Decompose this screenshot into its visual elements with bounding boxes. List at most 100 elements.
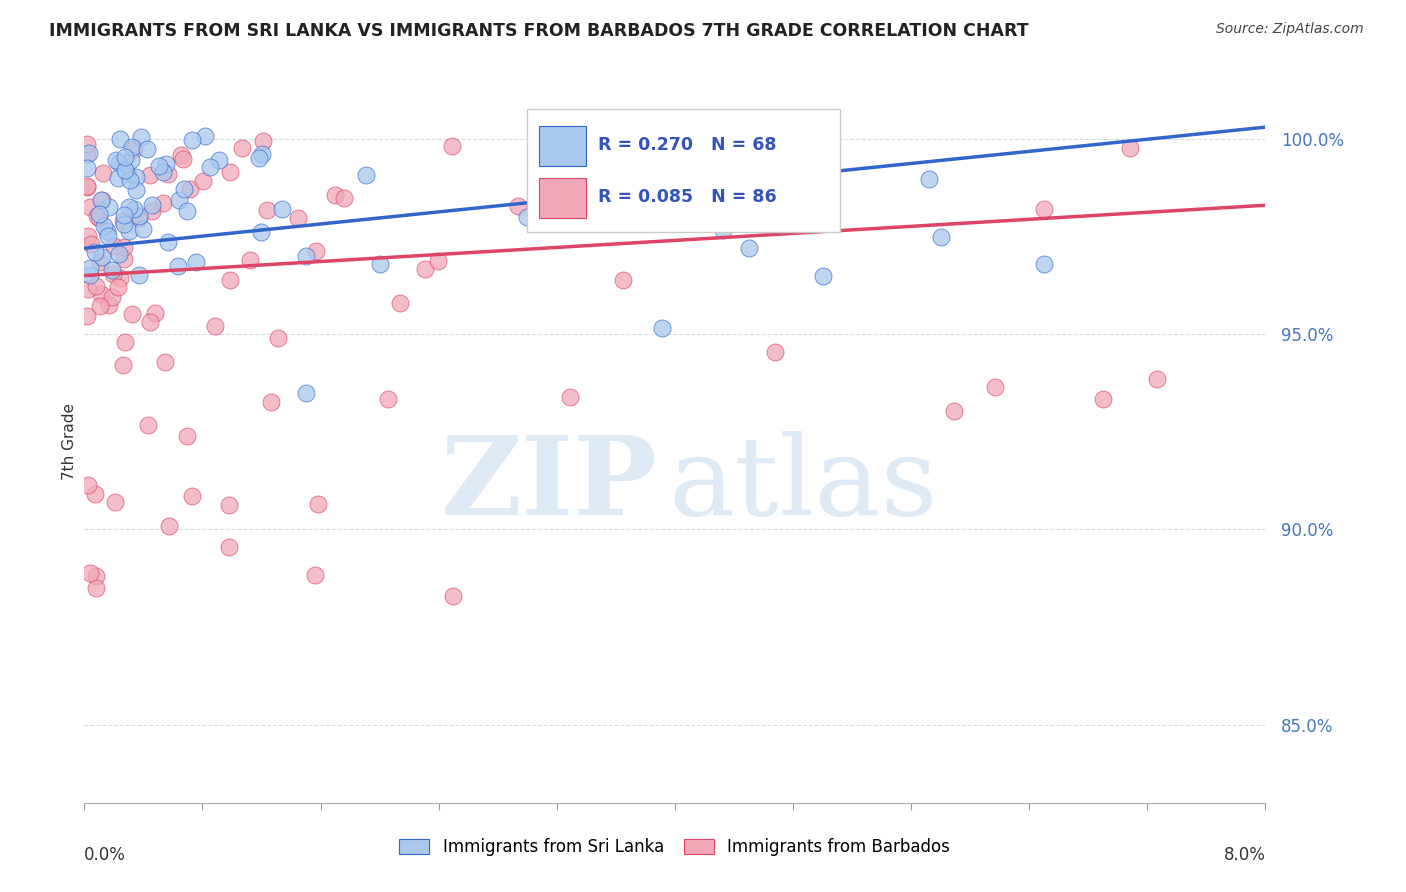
Point [333, 191, 356, 205]
Point [108, 271, 131, 285]
Point [132, 221, 155, 235]
Point [219, 273, 242, 287]
Point [713, 223, 735, 237]
Point [218, 498, 240, 512]
Point [76, 309, 98, 323]
Point [112, 213, 135, 227]
Point [578, 174, 600, 188]
Y-axis label: 7th Grade: 7th Grade [62, 403, 77, 480]
Point [79, 260, 101, 275]
Point [124, 183, 146, 197]
Point [105, 153, 128, 168]
Point [427, 253, 450, 268]
FancyBboxPatch shape [538, 126, 586, 166]
Point [157, 235, 180, 249]
Point [152, 165, 174, 179]
Point [90, 193, 112, 207]
Point [198, 160, 221, 174]
Text: R = 0.085   N = 86: R = 0.085 N = 86 [598, 188, 776, 206]
Point [984, 379, 1007, 393]
Point [294, 249, 316, 263]
Point [167, 193, 190, 207]
Point [440, 138, 463, 153]
Point [118, 173, 141, 187]
Point [155, 156, 177, 170]
Point [79, 200, 101, 214]
Point [111, 359, 134, 373]
Point [508, 199, 530, 213]
Point [157, 518, 180, 533]
Point [108, 132, 131, 146]
Point [148, 159, 170, 173]
Point [139, 315, 162, 329]
Point [153, 355, 176, 369]
Point [121, 140, 143, 154]
Point [929, 229, 952, 244]
Point [516, 210, 538, 224]
Point [136, 142, 159, 156]
Point [558, 391, 581, 405]
Point [942, 403, 965, 417]
Point [107, 280, 129, 294]
Point [76, 161, 98, 176]
Point [86, 209, 108, 223]
Point [152, 195, 174, 210]
Point [181, 133, 204, 147]
Point [101, 290, 124, 304]
Point [307, 498, 329, 512]
Text: 8.0%: 8.0% [1223, 847, 1265, 864]
Point [76, 147, 98, 161]
Point [388, 295, 411, 310]
Point [101, 267, 124, 281]
Point [256, 202, 278, 217]
Point [93, 219, 115, 233]
Point [91, 250, 114, 264]
Legend: Immigrants from Sri Lanka, Immigrants from Barbados: Immigrants from Sri Lanka, Immigrants fr… [392, 831, 957, 863]
Point [271, 202, 294, 216]
Point [77, 229, 100, 244]
Point [167, 259, 190, 273]
Point [97, 228, 120, 243]
Text: IMMIGRANTS FROM SRI LANKA VS IMMIGRANTS FROM BARBADOS 7TH GRADE CORRELATION CHAR: IMMIGRANTS FROM SRI LANKA VS IMMIGRANTS … [49, 22, 1029, 40]
Point [247, 151, 270, 165]
Point [239, 253, 262, 268]
Point [738, 241, 761, 255]
Point [76, 180, 98, 194]
Point [143, 306, 166, 320]
Point [267, 331, 290, 345]
Point [176, 429, 198, 443]
Point [114, 163, 136, 178]
Point [287, 211, 309, 225]
Point [118, 224, 141, 238]
Point [79, 145, 101, 160]
Point [125, 169, 148, 184]
Point [128, 209, 150, 223]
Point [107, 247, 129, 261]
Point [218, 541, 240, 555]
Point [107, 156, 129, 170]
Point [112, 217, 135, 231]
Text: atlas: atlas [669, 432, 939, 539]
Point [121, 307, 143, 321]
Point [90, 286, 112, 301]
Point [79, 268, 101, 283]
Point [76, 282, 98, 296]
Point [304, 567, 326, 582]
Point [443, 589, 465, 603]
Point [128, 268, 150, 282]
Point [122, 142, 145, 156]
Point [172, 153, 194, 167]
Point [84, 569, 107, 583]
Point [176, 203, 198, 218]
Point [1033, 257, 1056, 271]
Point [77, 478, 100, 492]
Point [413, 262, 436, 277]
Point [87, 207, 110, 221]
Point [98, 200, 121, 214]
Point [193, 129, 215, 144]
Point [84, 581, 107, 595]
Point [120, 153, 142, 168]
Point [84, 244, 107, 259]
Point [107, 171, 129, 186]
Point [1091, 392, 1114, 406]
